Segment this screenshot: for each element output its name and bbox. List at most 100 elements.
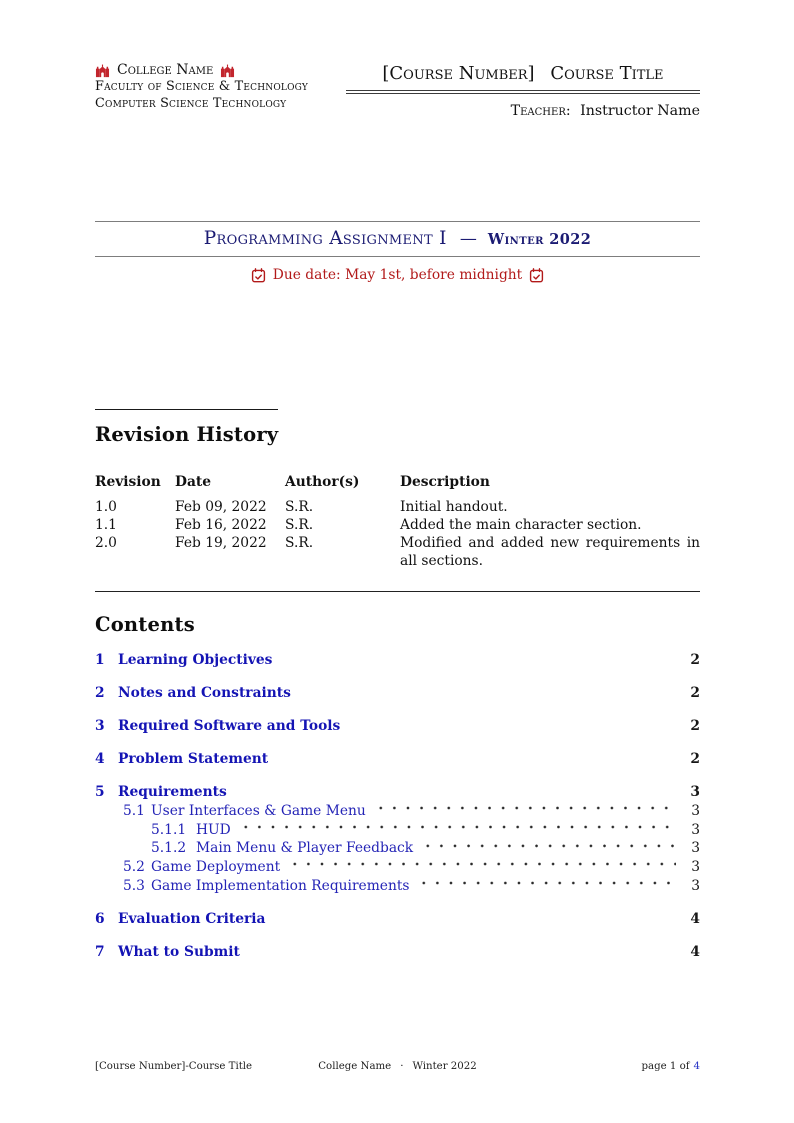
toc-dot-leader (415, 876, 676, 890)
revision-cell: S.R. (285, 517, 314, 533)
toc-entry-page: 3 (691, 840, 700, 857)
footer-separator: · (400, 1061, 404, 1072)
department-line: Computer Science Technology (95, 95, 287, 111)
toc-entry-1[interactable]: 1 Learning Objectives 2 (95, 651, 700, 669)
teacher-line: Teacher: Instructor Name (346, 102, 700, 120)
toc-entry-label: Problem Statement (118, 751, 269, 767)
table-of-contents: 1 Learning Objectives 2 2 Notes and Constrai… (95, 651, 700, 961)
header-double-rule (345, 90, 700, 94)
toc-entry-number: 5.2 (123, 859, 145, 876)
toc-entry-label: Main Menu & Player Feedback (196, 840, 414, 857)
toc-entry-number: 7 (95, 943, 105, 960)
revision-history-heading: Revision History (95, 423, 279, 446)
revision-cell: Feb 16, 2022 (175, 517, 267, 533)
toc-entry-label: Evaluation Criteria (118, 910, 266, 927)
revision-cell: 1.1 (95, 517, 117, 533)
college-name-line: College Name (95, 62, 346, 79)
toc-entry-number: 2 (95, 685, 105, 701)
toc-entry-number: 3 (95, 718, 105, 734)
toc-entry-page: 3 (690, 784, 700, 800)
college-block: College Name Faculty of Science & Techno… (95, 62, 346, 112)
footer-college: College Name (318, 1061, 392, 1072)
toc-entry-5-1[interactable]: 5.1 User Interfaces & Game Menu 3 (95, 801, 700, 820)
toc-entry-4[interactable]: 4 Problem Statement 2 (95, 750, 700, 768)
assignment-title-block: Programming Assignment I — Winter 2022 (95, 221, 700, 257)
revision-history-section: Revision History Revision Date Author(s)… (95, 409, 700, 592)
revision-table: Revision Date Author(s) Description 1.0 F… (95, 473, 700, 570)
due-date-text: Due date: May 1st, before midnight (272, 267, 523, 283)
toc-entry-5[interactable]: 5 Requirements 3 (95, 783, 700, 801)
contents-heading: Contents (95, 613, 195, 636)
toc-entry-page: 3 (691, 802, 700, 819)
assignment-title: Programming Assignment I (203, 228, 447, 249)
toc-entry-page: 3 (691, 859, 700, 876)
toc-entry-page: 2 (690, 685, 700, 701)
toc-entry-page: 2 (690, 751, 700, 767)
revision-cell: S.R. (285, 535, 314, 551)
toc-dot-leader (419, 838, 676, 853)
toc-entry-label: Notes and Constraints (118, 685, 291, 701)
revision-rule (95, 409, 278, 410)
course-title-line: [Course Number] Course Title (346, 62, 700, 86)
toc-entry-label: HUD (196, 821, 231, 838)
faculty-line: Faculty of Science & Technology (95, 79, 309, 94)
revision-cell: Added the main character section. (400, 517, 642, 533)
teacher-label: Teacher: (510, 103, 571, 119)
revision-cell: Feb 19, 2022 (175, 535, 267, 551)
toc-entry-number: 1 (95, 652, 105, 668)
toc-entry-number: 5.1.2 (151, 840, 187, 857)
revision-cell: S.R. (285, 499, 314, 515)
toc-entry-number: 5.1.1 (151, 821, 187, 838)
course-number: [Course Number] (382, 63, 535, 84)
toc-entry-number: 4 (95, 751, 105, 767)
toc-entry-page: 2 (690, 718, 700, 734)
authors-col-header: Author(s) (285, 474, 360, 490)
footer-center: College Name · Winter 2022 (318, 1061, 476, 1072)
toc-entry-5-2[interactable]: 5.2 Game Deployment 3 (95, 857, 700, 876)
toc-entry-label: Learning Objectives (118, 652, 273, 668)
toc-entry-3[interactable]: 3 Required Software and Tools 2 (95, 717, 700, 735)
toc-entry-page: 3 (691, 877, 700, 894)
toc-entry-page: 4 (690, 943, 700, 960)
calendar-check-icon (530, 268, 544, 283)
toc-entry-5-3[interactable]: 5.3 Game Implementation Requirements 3 (95, 876, 700, 895)
revision-table-bottom-rule (95, 591, 700, 592)
college-crest-icon (95, 64, 110, 77)
toc-dot-leader (236, 819, 676, 834)
toc-entry-6[interactable]: 6 Evaluation Criteria 4 (95, 910, 700, 928)
toc-entry-5-1-2[interactable]: 5.1.2 Main Menu & Player Feedback 3 (95, 838, 700, 858)
due-date-line: Due date: May 1st, before midnight (95, 266, 700, 285)
toc-entry-number: 5 (95, 784, 105, 800)
toc-entry-label: Game Implementation Requirements (151, 877, 410, 894)
toc-entry-number: 5.3 (123, 877, 145, 894)
footer-page-total-link[interactable]: 4 (693, 1061, 701, 1072)
college-crest-icon (221, 64, 235, 77)
toc-entry-5-1-1[interactable]: 5.1.1 HUD 3 (95, 819, 700, 839)
title-separator: — (459, 229, 477, 249)
description-col-header: Description (400, 474, 490, 490)
assignment-term: Winter 2022 (487, 231, 592, 248)
course-block: [Course Number] Course Title Teacher: In… (345, 62, 700, 120)
toc-entry-page: 3 (691, 821, 700, 838)
footer-page-prefix: page 1 of (641, 1061, 690, 1072)
toc-entry-label: Game Deployment (151, 859, 281, 876)
footer-term: Winter 2022 (412, 1061, 477, 1072)
toc-entry-2[interactable]: 2 Notes and Constraints 2 (95, 684, 700, 702)
revision-cell: Feb 09, 2022 (175, 499, 267, 515)
toc-entry-number: 5.1 (123, 802, 145, 819)
revision-cell: Initial handout. (400, 499, 508, 515)
toc-entry-label: Required Software and Tools (118, 718, 341, 734)
footer-page-indicator: page 1 of 4 (477, 1061, 701, 1072)
toc-dot-leader (286, 857, 676, 872)
footer-course: [Course Number]-Course Title (95, 1061, 253, 1072)
toc-entry-number: 6 (95, 910, 105, 927)
toc-entry-label: What to Submit (118, 943, 240, 960)
calendar-check-icon (251, 268, 265, 283)
date-col-header: Date (175, 474, 212, 490)
teacher-name: Instructor Name (580, 103, 700, 119)
toc-entry-page: 2 (690, 652, 700, 668)
toc-entry-label: Requirements (118, 784, 227, 800)
toc-entry-7[interactable]: 7 What to Submit 4 (95, 943, 700, 961)
toc-dot-leader (371, 801, 676, 815)
